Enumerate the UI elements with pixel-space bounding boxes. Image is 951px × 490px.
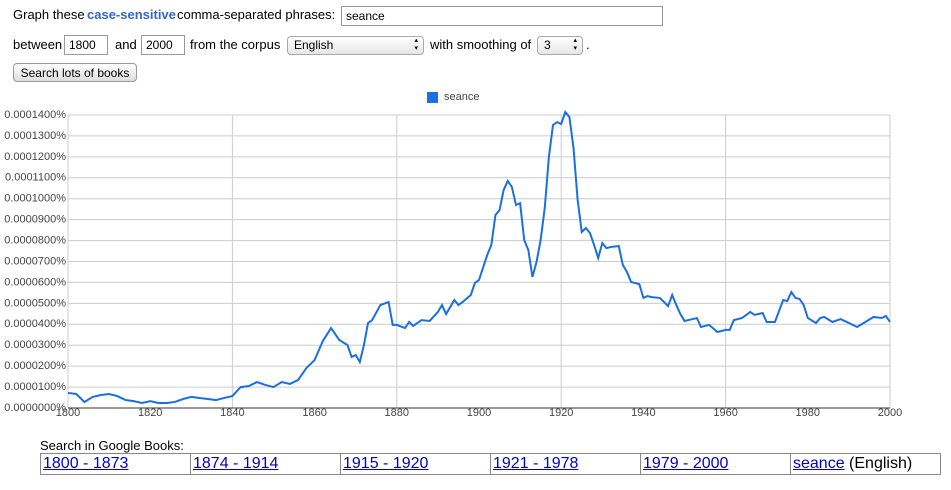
legend-swatch xyxy=(427,92,438,103)
legend-label: seance xyxy=(444,91,479,103)
y-tick-label: 0.0000400% xyxy=(4,318,66,330)
cell: 1915 - 1920 xyxy=(340,453,491,475)
start-year-input[interactable]: 1800 xyxy=(64,35,108,55)
book-link[interactable]: 1979 - 2000 xyxy=(643,455,729,472)
y-tick-label: 0.0000200% xyxy=(4,360,66,372)
label: . xyxy=(586,37,590,52)
y-tick-label: 0.0000300% xyxy=(4,339,66,351)
x-tick-label: 1940 xyxy=(631,407,655,419)
x-tick-label: 1980 xyxy=(796,407,820,419)
label: and xyxy=(115,37,137,52)
y-tick-label: 0.0001200% xyxy=(4,151,66,163)
label: Graph these xyxy=(13,7,85,22)
phrase-input[interactable]: seance xyxy=(341,6,663,26)
x-tick-label: 1860 xyxy=(302,407,326,419)
x-tick-label: 1820 xyxy=(138,407,162,419)
y-tick-label: 0.0001300% xyxy=(4,130,66,142)
x-tick-label: 2000 xyxy=(878,407,902,419)
y-tick-label: 0.0000800% xyxy=(4,234,66,246)
chart: 0.0000000% 0.0000100% 0.0000200% 0.0000300%… xyxy=(4,91,902,419)
y-tick-label: 0.0000000% xyxy=(4,402,66,414)
y-tick-label: 0.0001000% xyxy=(4,193,66,205)
label: with smoothing of xyxy=(430,37,532,52)
cell: seance (English) xyxy=(790,453,941,475)
y-tick-label: 0.0000600% xyxy=(4,276,66,288)
search-button[interactable]: Search lots of books xyxy=(13,63,137,82)
book-link[interactable]: 1915 - 1920 xyxy=(343,455,429,472)
book-link[interactable]: 1800 - 1873 xyxy=(43,455,129,472)
corpus-select[interactable]: English xyxy=(287,36,424,55)
y-tick-label: 0.0000100% xyxy=(4,381,66,393)
y-tick-label: 0.0001400% xyxy=(4,109,66,121)
term-suffix: (English) xyxy=(849,455,913,472)
term-link[interactable]: seance xyxy=(793,455,845,472)
x-tick-label: 1840 xyxy=(220,407,244,419)
books-title: Search in Google Books: xyxy=(40,438,184,453)
cell: 1921 - 1978 xyxy=(490,453,641,475)
smoothing-select[interactable]: 3 xyxy=(537,36,583,55)
emphasis: case-sensitive xyxy=(87,7,176,22)
y-tick-label: 0.0000500% xyxy=(4,297,66,309)
x-tick-label: 1960 xyxy=(713,407,737,419)
x-tick-label: 1920 xyxy=(549,407,573,419)
books-table: 1800 - 1873 1874 - 1914 1915 - 1920 1921 - … xyxy=(40,453,941,475)
y-tick-label: 0.0001100% xyxy=(5,172,66,184)
label: from the corpus xyxy=(190,37,281,52)
label: comma-separated phrases: xyxy=(177,7,336,22)
y-tick-label: 0.0000900% xyxy=(4,214,66,226)
y-tick-label: 0.0000700% xyxy=(4,255,66,267)
book-link[interactable]: 1921 - 1978 xyxy=(493,455,579,472)
x-tick-label: 1800 xyxy=(56,407,80,419)
cell: 1874 - 1914 xyxy=(190,453,341,475)
line xyxy=(67,110,891,405)
end-year-input[interactable]: 2000 xyxy=(141,35,185,55)
x-tick-label: 1900 xyxy=(467,407,491,419)
book-link[interactable]: 1874 - 1914 xyxy=(193,455,279,472)
cell: 1979 - 2000 xyxy=(640,453,791,475)
cell: 1800 - 1873 xyxy=(40,453,191,475)
label: between xyxy=(13,37,63,52)
x-tick-label: 1880 xyxy=(385,407,409,419)
